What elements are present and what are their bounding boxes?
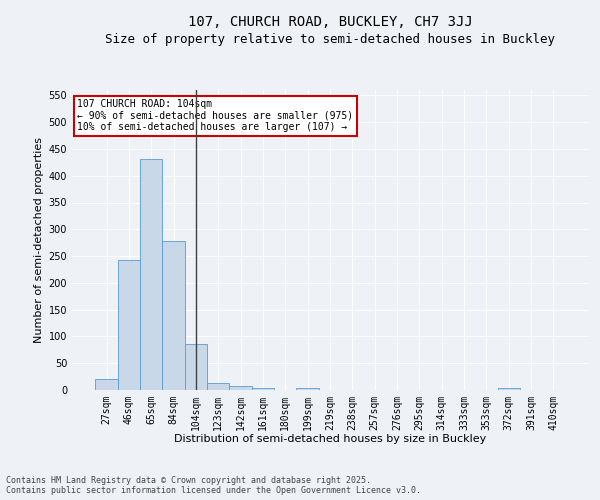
Bar [497,388,520,390]
Bar [185,344,207,390]
Bar [207,383,229,390]
Bar [229,386,252,390]
Y-axis label: Number of semi-detached properties: Number of semi-detached properties [34,137,44,343]
Bar [296,388,319,390]
Text: 107 CHURCH ROAD: 104sqm
← 90% of semi-detached houses are smaller (975)
10% of s: 107 CHURCH ROAD: 104sqm ← 90% of semi-de… [77,99,353,132]
X-axis label: Distribution of semi-detached houses by size in Buckley: Distribution of semi-detached houses by … [174,434,486,444]
Text: Size of property relative to semi-detached houses in Buckley: Size of property relative to semi-detach… [105,32,555,46]
Bar [95,380,118,390]
Text: 107, CHURCH ROAD, BUCKLEY, CH7 3JJ: 107, CHURCH ROAD, BUCKLEY, CH7 3JJ [188,15,472,29]
Bar [140,158,163,390]
Bar [163,241,185,390]
Text: Contains HM Land Registry data © Crown copyright and database right 2025.
Contai: Contains HM Land Registry data © Crown c… [6,476,421,495]
Bar [252,388,274,390]
Bar [118,260,140,390]
